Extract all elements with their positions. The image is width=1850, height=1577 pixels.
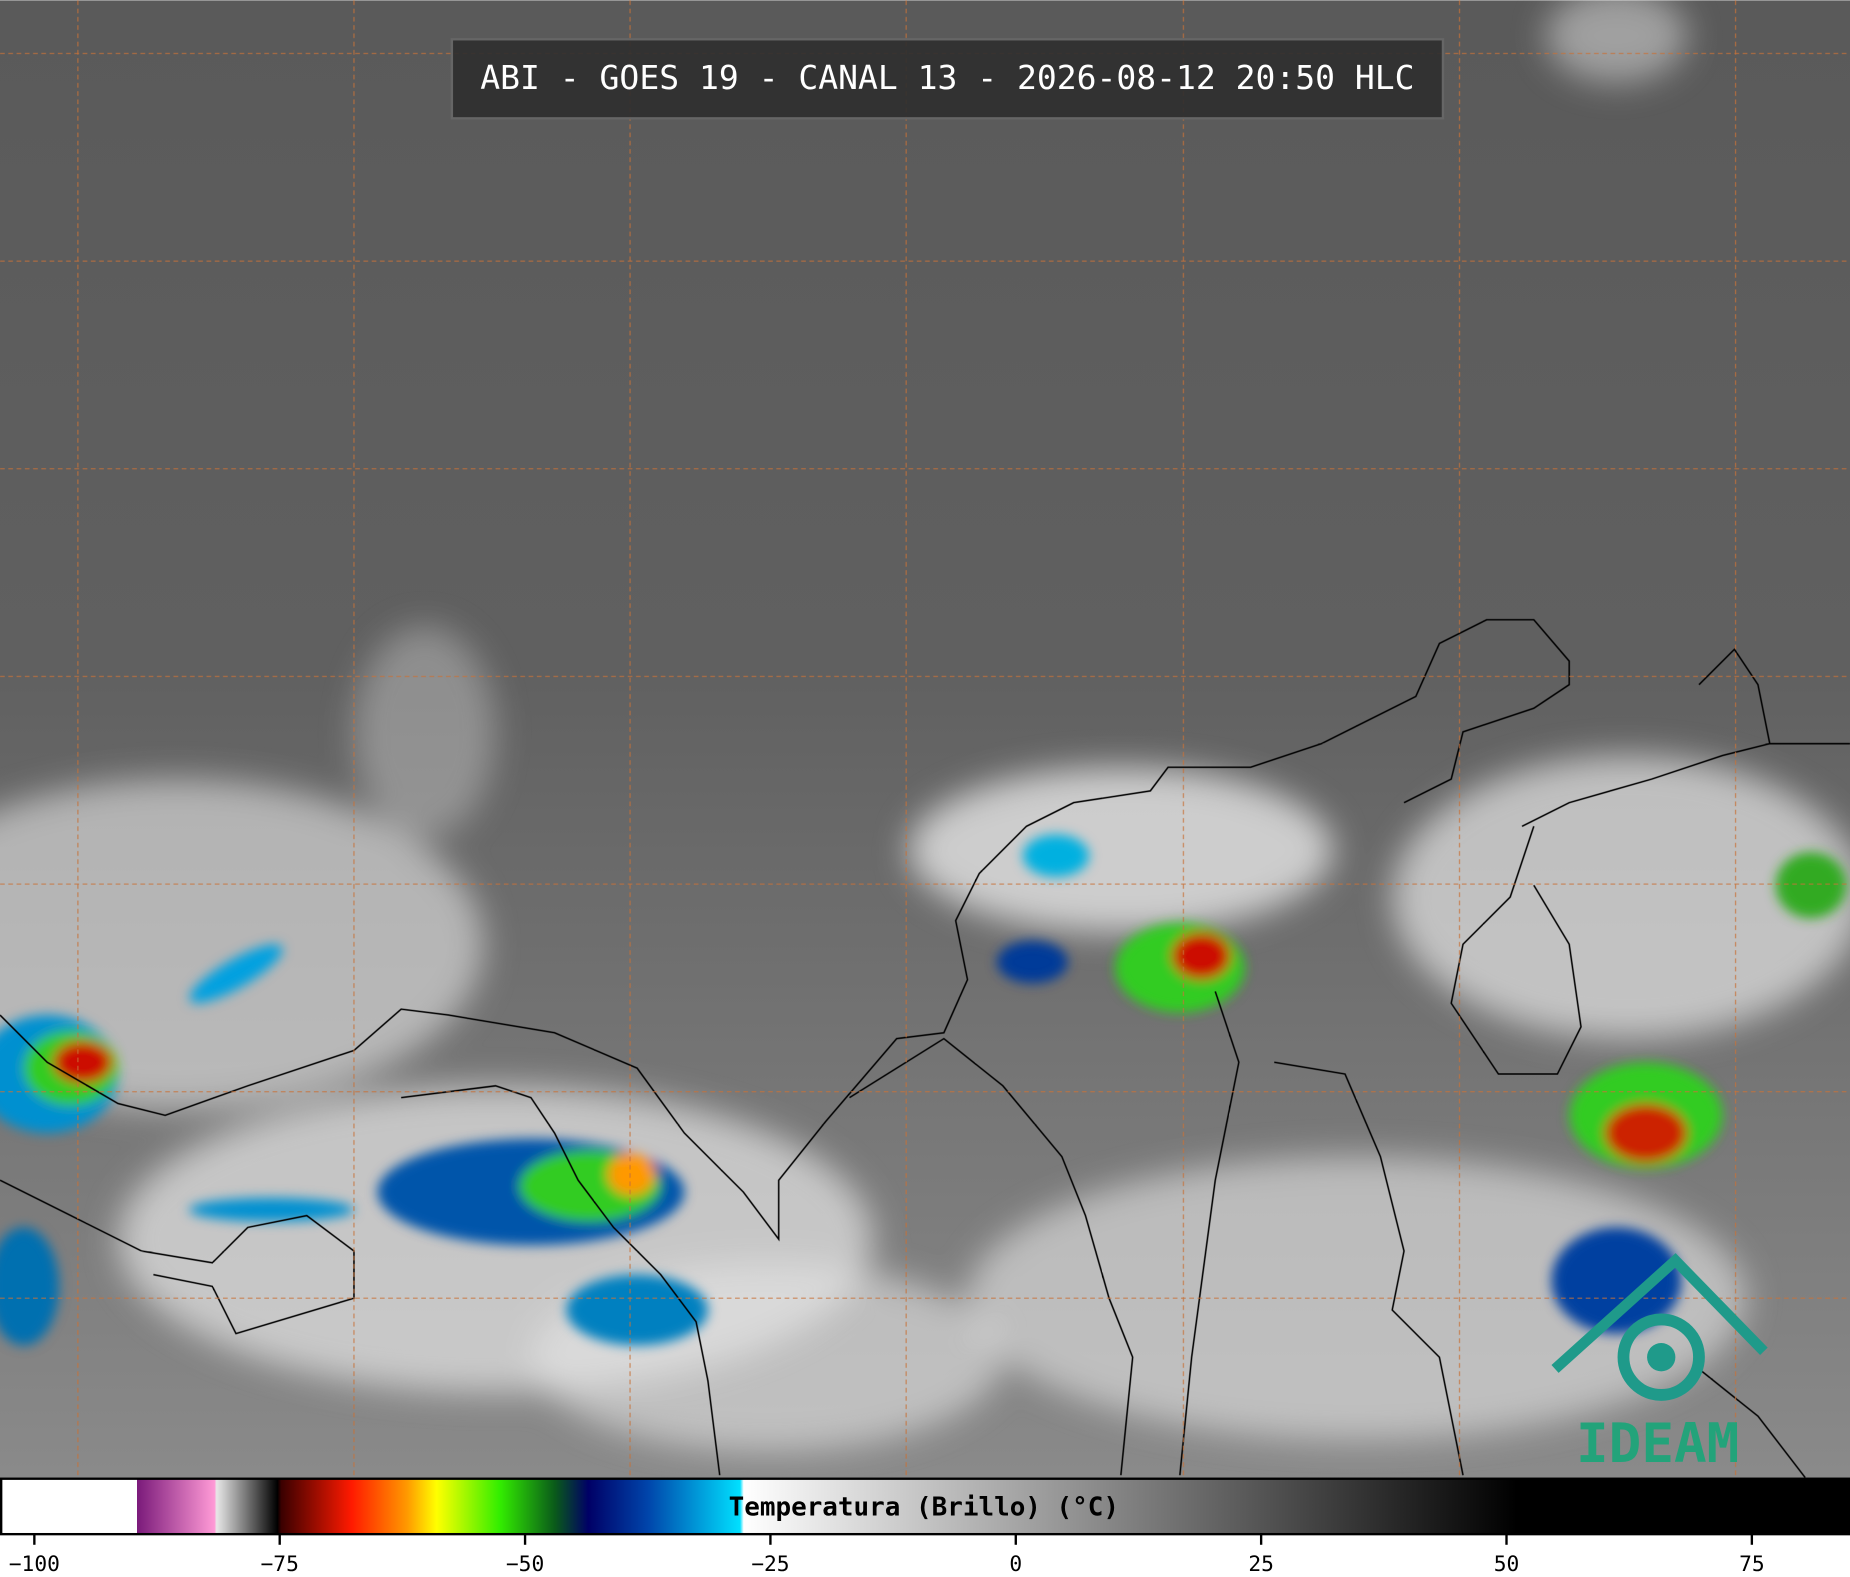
tick-label: 25 <box>1248 1552 1274 1577</box>
tick-label: −100 <box>9 1552 60 1577</box>
title: ABI - GOES 19 - CANAL 13 - 2026-08-12 20… <box>480 58 1414 97</box>
colorbar-label: Temperatura (Brillo) (°C) <box>729 1493 1119 1523</box>
tick-label: 0 <box>1009 1552 1022 1577</box>
colorbar-axis: −100 −75 −50 −25 0 25 50 75 <box>9 1534 1765 1577</box>
tick-label: 75 <box>1739 1552 1765 1577</box>
tick-label: 50 <box>1494 1552 1520 1577</box>
logo: IDEAM <box>1551 1253 1768 1475</box>
tick-label: −50 <box>506 1552 544 1577</box>
graticule <box>0 0 1850 1478</box>
tick-label: −75 <box>261 1552 299 1577</box>
colorbar <box>0 1477 1850 1536</box>
tick-label: −25 <box>751 1552 789 1577</box>
title-box <box>450 38 1445 120</box>
coastlines <box>0 619 1850 1478</box>
logo-text: IDEAM <box>1576 1412 1739 1475</box>
axis-background <box>0 1534 1850 1577</box>
